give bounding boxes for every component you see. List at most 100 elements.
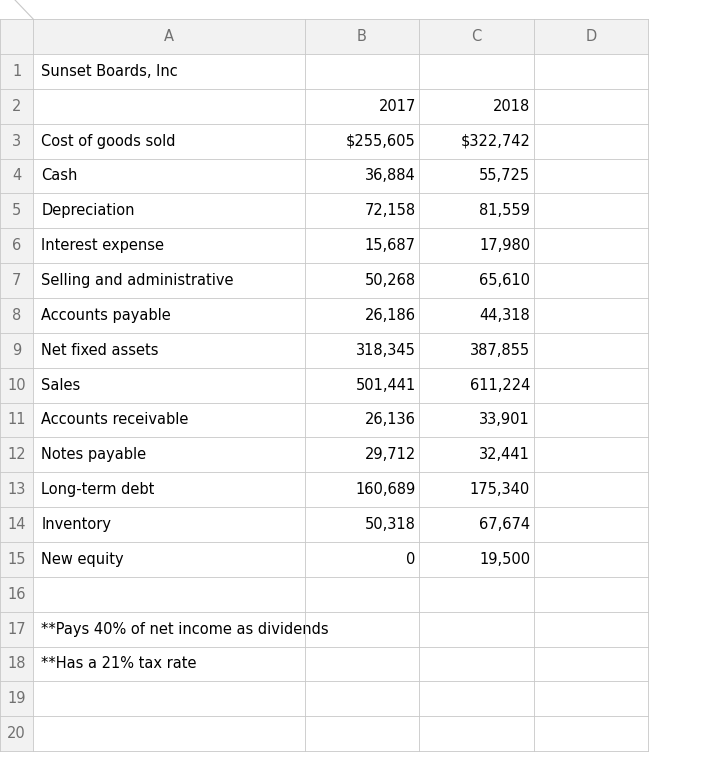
Text: 2017: 2017 (379, 99, 416, 114)
Text: 67,674: 67,674 (479, 517, 530, 532)
Text: $255,605: $255,605 (346, 133, 416, 149)
Bar (0, 716, 33, 751)
Bar (0, 472, 33, 507)
Text: 44,318: 44,318 (479, 308, 530, 323)
Bar (0, 194, 33, 228)
Text: **Pays 40% of net income as dividends: **Pays 40% of net income as dividends (41, 621, 329, 637)
Bar (0, 264, 33, 298)
Text: 2018: 2018 (493, 99, 530, 114)
Text: Net fixed assets: Net fixed assets (41, 342, 159, 358)
Bar (534, 19, 648, 54)
Text: Accounts receivable: Accounts receivable (41, 412, 189, 427)
Text: 7: 7 (12, 273, 21, 288)
Bar (0, 368, 648, 403)
Bar (0, 54, 648, 89)
Text: D: D (585, 29, 597, 44)
Bar (33, 19, 305, 54)
Bar (419, 19, 534, 54)
Text: C: C (471, 29, 481, 44)
Text: 26,136: 26,136 (365, 412, 416, 427)
Text: 81,559: 81,559 (479, 203, 530, 218)
Bar (0, 194, 648, 228)
Bar (0, 19, 33, 54)
Bar (0, 124, 648, 159)
Text: 9: 9 (12, 342, 21, 358)
Text: 1: 1 (12, 64, 21, 79)
Text: 33,901: 33,901 (479, 412, 530, 427)
Bar (0, 542, 33, 577)
Text: 501,441: 501,441 (355, 378, 416, 393)
Bar (0, 264, 648, 298)
Bar (0, 403, 33, 437)
Text: 16: 16 (7, 587, 26, 602)
Text: 55,725: 55,725 (479, 169, 530, 184)
Bar (0, 611, 648, 647)
Bar (0, 647, 648, 682)
Bar (0, 611, 33, 647)
Text: Depreciation: Depreciation (41, 203, 135, 218)
Bar (0, 54, 33, 89)
Bar (0, 647, 33, 682)
Text: 6: 6 (12, 238, 21, 254)
Text: $322,742: $322,742 (460, 133, 530, 149)
Text: Cost of goods sold: Cost of goods sold (41, 133, 176, 149)
Text: **Has a 21% tax rate: **Has a 21% tax rate (41, 656, 197, 672)
Text: 12: 12 (7, 447, 26, 463)
Bar (0, 368, 33, 403)
Text: 175,340: 175,340 (470, 482, 530, 497)
Text: Interest expense: Interest expense (41, 238, 164, 254)
Text: 2: 2 (12, 99, 21, 114)
Bar (0, 124, 33, 159)
Text: 11: 11 (7, 412, 26, 427)
Text: 17,980: 17,980 (479, 238, 530, 254)
Text: 65,610: 65,610 (479, 273, 530, 288)
Bar (0, 542, 648, 577)
Bar (0, 89, 648, 124)
Text: Inventory: Inventory (41, 517, 111, 532)
Text: 3: 3 (12, 133, 21, 149)
Text: Sales: Sales (41, 378, 80, 393)
Text: 19,500: 19,500 (479, 552, 530, 567)
Bar (0, 472, 648, 507)
Text: 14: 14 (7, 517, 26, 532)
Bar (305, 19, 419, 54)
Text: 72,158: 72,158 (365, 203, 416, 218)
Bar (0, 577, 33, 611)
Text: 4: 4 (12, 169, 21, 184)
Bar (0, 577, 648, 611)
Bar (0, 89, 33, 124)
Text: 5: 5 (12, 203, 21, 218)
Text: 387,855: 387,855 (470, 342, 530, 358)
Text: Sunset Boards, Inc: Sunset Boards, Inc (41, 64, 178, 79)
Text: Long-term debt: Long-term debt (41, 482, 155, 497)
Text: 20: 20 (7, 726, 26, 741)
Text: 318,345: 318,345 (356, 342, 416, 358)
Bar (0, 716, 648, 751)
Text: Notes payable: Notes payable (41, 447, 146, 463)
Text: 160,689: 160,689 (355, 482, 416, 497)
Text: 8: 8 (12, 308, 21, 323)
Bar (0, 403, 648, 437)
Bar (0, 437, 648, 472)
Bar (0, 507, 33, 542)
Text: 36,884: 36,884 (365, 169, 416, 184)
Text: 50,268: 50,268 (365, 273, 416, 288)
Bar (0, 333, 33, 368)
Bar (0, 507, 648, 542)
Text: 26,186: 26,186 (365, 308, 416, 323)
Text: Accounts payable: Accounts payable (41, 308, 171, 323)
Text: 611,224: 611,224 (470, 378, 530, 393)
Bar (0, 298, 33, 333)
Bar (0, 228, 648, 264)
Text: 19: 19 (7, 691, 26, 706)
Text: 15: 15 (7, 552, 26, 567)
Text: 18: 18 (7, 656, 26, 672)
Bar (0, 159, 648, 194)
Text: 10: 10 (7, 378, 26, 393)
Text: 0: 0 (406, 552, 416, 567)
Bar (0, 333, 648, 368)
Bar (0, 437, 33, 472)
Text: B: B (357, 29, 367, 44)
Bar (0, 682, 33, 716)
Bar (0, 298, 648, 333)
